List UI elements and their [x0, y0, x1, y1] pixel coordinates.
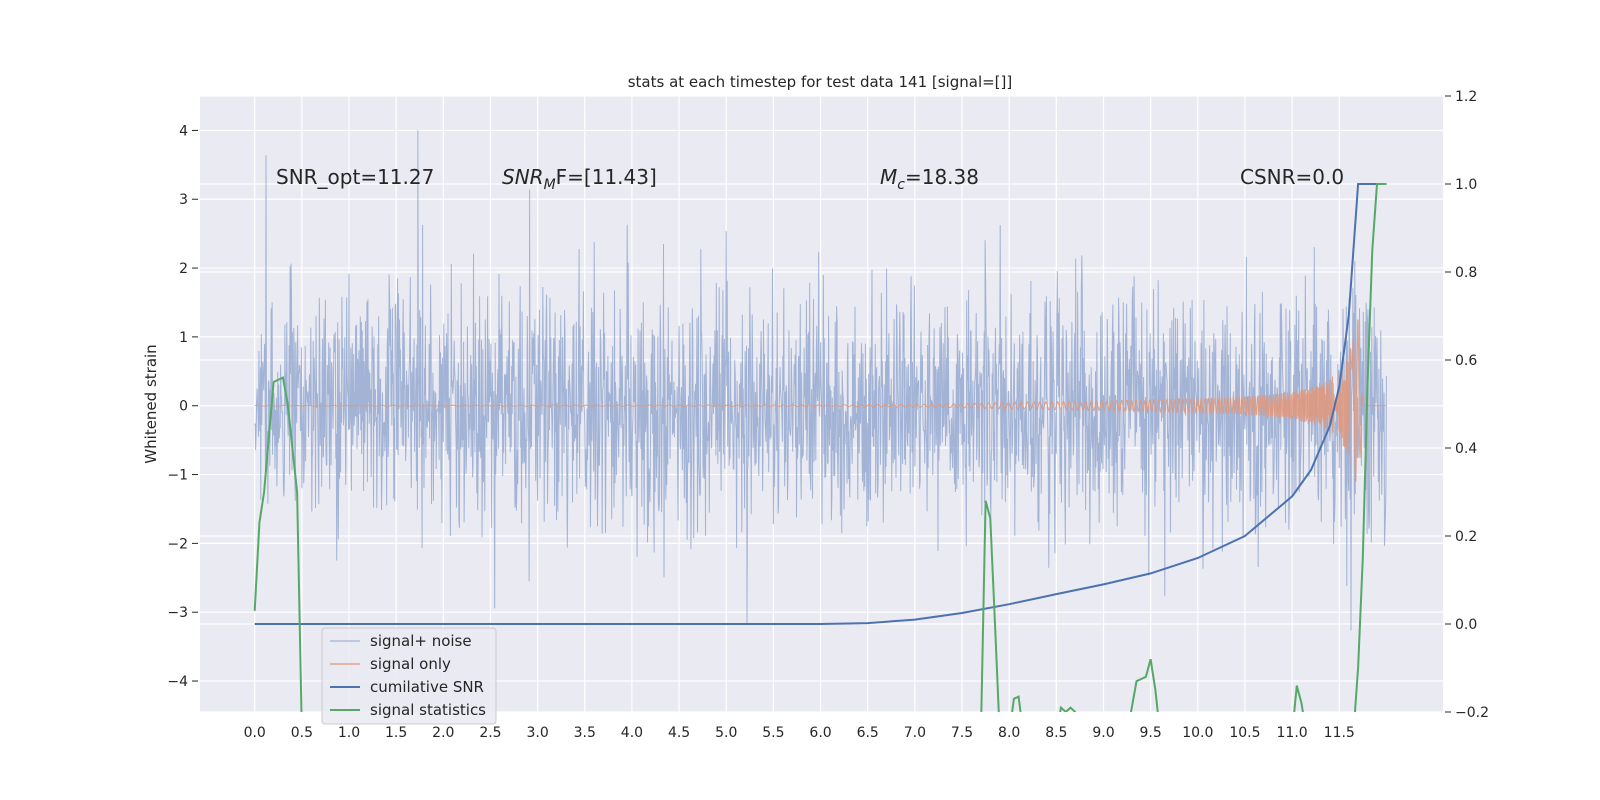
x-tick-label: 9.0: [1092, 725, 1114, 741]
legend-label: signal+ noise: [370, 632, 472, 650]
y2-tick-label: 0.6: [1455, 353, 1477, 369]
series-signal-noise: [254, 130, 1387, 631]
annotation-snr-mf: SNRMF=[11.43]: [502, 165, 657, 193]
y2-tick-label: 1.2: [1455, 89, 1477, 105]
y-tick-label: −4: [167, 674, 188, 690]
y-tick-label: 4: [179, 123, 188, 139]
x-tick-label: 10.5: [1229, 725, 1260, 741]
series-signal-only: [254, 319, 1387, 483]
legend-box: [321, 627, 497, 725]
x-tick-label: 6.0: [809, 725, 831, 741]
y-tick-label: 2: [179, 261, 188, 277]
legend: signal+ noise signal only cumilative SNR si…: [321, 627, 497, 725]
annotations: SNR_opt=11.27 SNRMF=[11.43] Mc=18.38 CSNR=0…: [276, 165, 1344, 193]
plot-lines: [253, 130, 1387, 712]
y-tick-label: 0: [179, 399, 188, 415]
x-tick-label: 0.0: [244, 725, 266, 741]
axes: 0.0 0.5 1.0 1.5 2.0 2.5 3.0 3.5 4.0 4.5 5.0 5.5 6.0 6…: [167, 89, 1489, 741]
x-tick-label: 2.5: [479, 725, 501, 741]
x-tick-label: 2.0: [432, 725, 454, 741]
x-tick-label: 1.0: [338, 725, 360, 741]
y2-tick-label: −0.2: [1455, 705, 1489, 721]
x-tick-label: 11.5: [1324, 725, 1355, 741]
y-tick-label: 1: [179, 330, 188, 346]
y2-tick-label: 0.2: [1455, 529, 1477, 545]
legend-label: cumilative SNR: [370, 678, 484, 696]
x-tick-label: 10.0: [1182, 725, 1213, 741]
annotation-chirp-mass: Mc=18.38: [880, 165, 979, 193]
x-tick-label: 6.5: [857, 725, 879, 741]
x-tick-label: 9.5: [1140, 725, 1162, 741]
legend-label: signal only: [370, 655, 451, 673]
x-tick-label: 5.5: [762, 725, 784, 741]
y-tick-label: 3: [179, 192, 188, 208]
x-tick-label: 4.0: [621, 725, 643, 741]
x-tick-label: 3.0: [526, 725, 548, 741]
y-axis-label: Whitened strain: [142, 344, 160, 463]
x-tick-label: 3.5: [574, 725, 596, 741]
x-tick-label: 5.0: [715, 725, 737, 741]
x-tick-label: 8.0: [998, 725, 1020, 741]
x-tick-label: 7.0: [904, 725, 926, 741]
legend-label: signal statistics: [370, 701, 486, 719]
x-tick-label: 4.5: [668, 725, 690, 741]
y2-tick-label: 0.0: [1455, 617, 1477, 633]
y-tick-label: −3: [167, 605, 188, 621]
y-tick-label: −1: [167, 468, 188, 484]
y2-tick-label: 0.4: [1455, 441, 1477, 457]
x-tick-label: 11.0: [1277, 725, 1308, 741]
series-cumulative-snr: [254, 183, 1387, 625]
y2-tick-label: 1.0: [1455, 177, 1477, 193]
annotation-csnr: CSNR=0.0: [1240, 165, 1344, 189]
y-tick-label: −2: [167, 536, 188, 552]
annotation-snr-opt: SNR_opt=11.27: [276, 165, 434, 189]
series-signal-statistics: [253, 183, 1387, 712]
x-tick-label: 7.5: [951, 725, 973, 741]
x-tick-label: 1.5: [385, 725, 407, 741]
x-tick-label: 8.5: [1045, 725, 1067, 741]
x-tick-label: 0.5: [291, 725, 313, 741]
y2-tick-label: 0.8: [1455, 265, 1477, 281]
chart-title: stats at each timestep for test data 141…: [628, 73, 1013, 91]
